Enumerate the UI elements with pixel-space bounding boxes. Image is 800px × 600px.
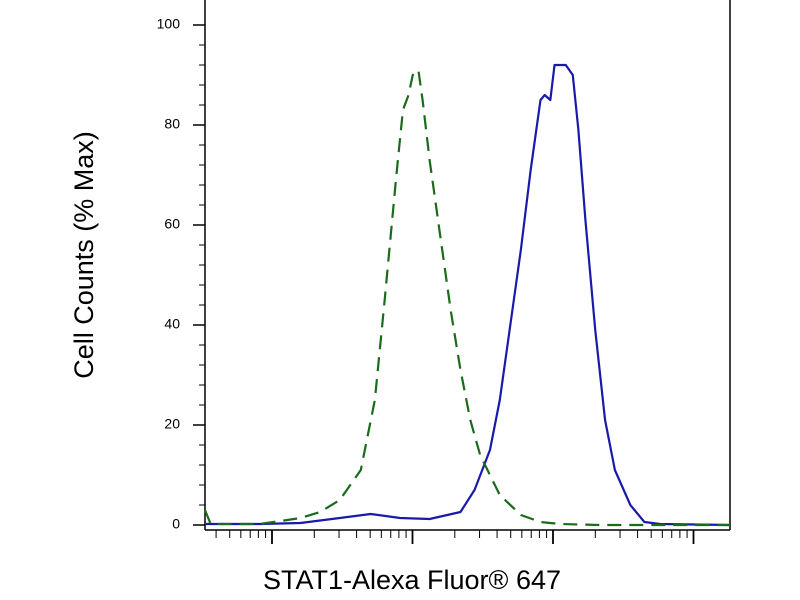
y-axis-title: Cell Counts (% Max) — [69, 131, 99, 379]
y-tick-label: 60 — [164, 216, 180, 232]
x-axis-title: STAT1-Alexa Fluor® 647 — [263, 565, 561, 595]
series-line — [203, 68, 730, 527]
series-line — [205, 63, 731, 527]
y-tick-label: 40 — [164, 316, 180, 332]
y-tick-label: 20 — [164, 416, 180, 432]
y-tick-label: 100 — [157, 16, 181, 32]
y-tick-label: 0 — [172, 516, 180, 532]
y-tick-label: 80 — [164, 116, 180, 132]
